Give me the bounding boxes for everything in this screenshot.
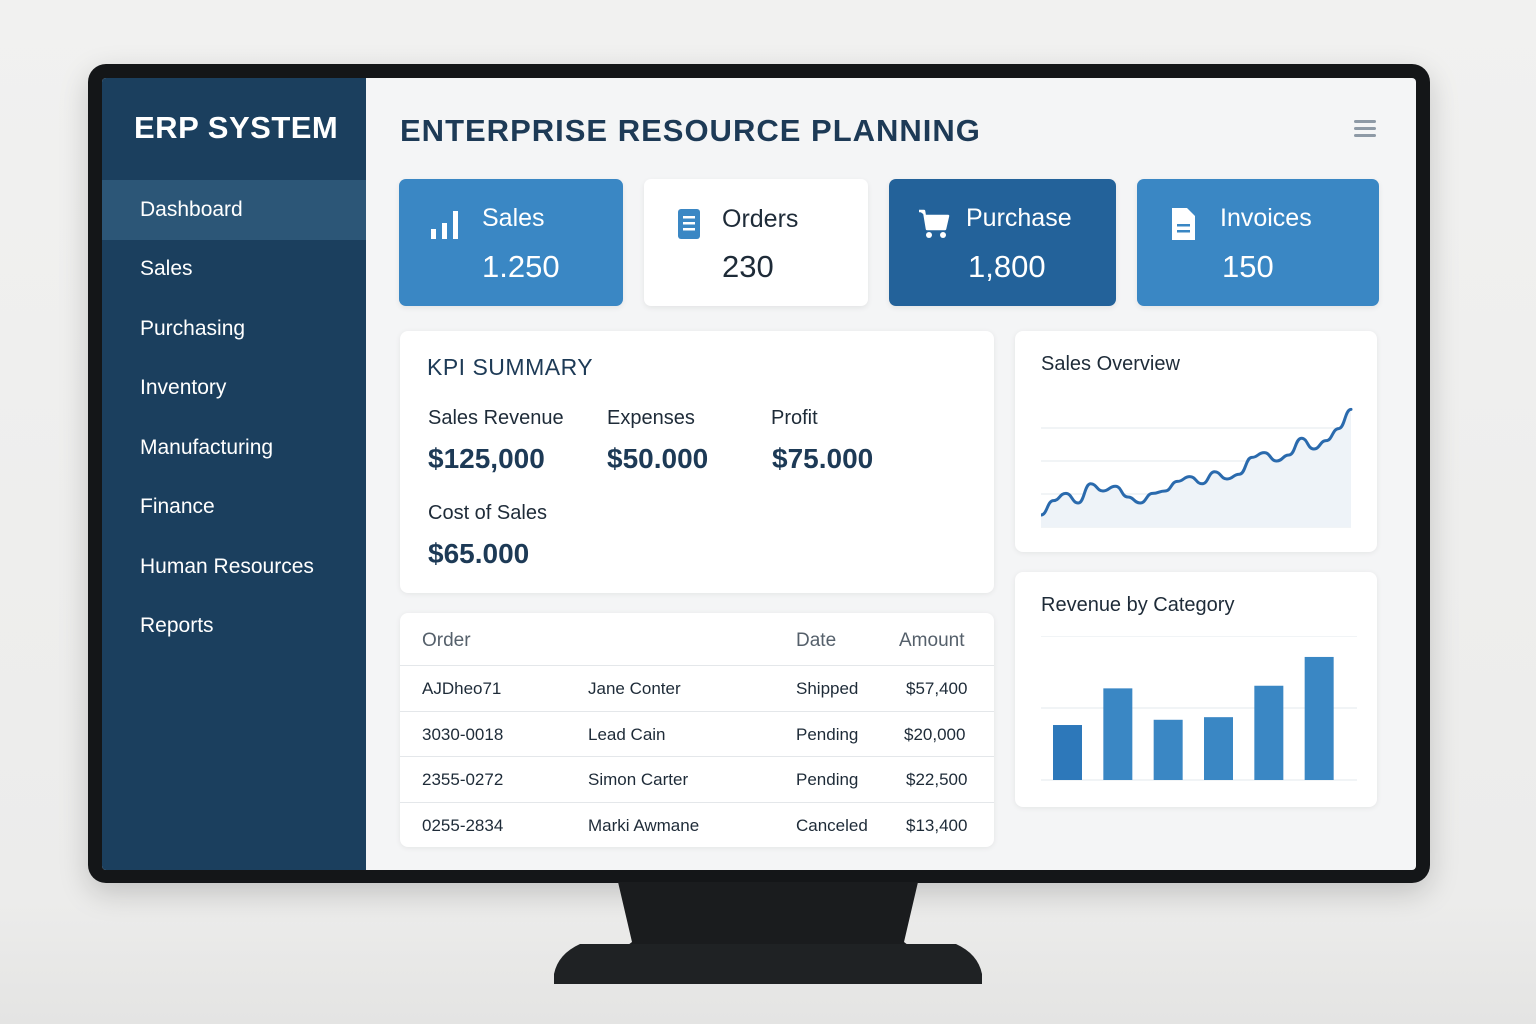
revenue-by-category-panel: Revenue by Category — [1015, 572, 1377, 807]
kpi-label-profit: Profit — [771, 407, 818, 429]
bar-chart-icon — [431, 211, 458, 239]
cell-order-id: AJDheo71 — [422, 679, 502, 698]
cell-order-id: 2355-0272 — [422, 770, 504, 789]
cell-status: Pending — [796, 724, 859, 744]
stat-value: 230 — [722, 249, 774, 284]
series-line — [1041, 407, 1353, 517]
stat-label: Orders — [722, 205, 799, 233]
cell-order-id: 3030-0018 — [422, 724, 504, 744]
cell-amount: $22,500 — [906, 770, 968, 789]
stat-value: 150 — [1222, 249, 1274, 284]
stat-value: 1,800 — [968, 249, 1046, 284]
table-header: Order Date Amount — [400, 613, 994, 665]
bar — [1103, 688, 1133, 780]
chart-title: Revenue by Category — [1041, 594, 1235, 616]
cell-customer: Lead Cain — [588, 724, 666, 744]
stat-label: Sales — [482, 204, 545, 232]
column-header-amount[interactable]: Amount — [899, 630, 965, 651]
kpi-value-cost-of-sales: $65.000 — [428, 538, 530, 569]
stat-card-sales[interactable]: Sales 1.250 — [399, 179, 623, 306]
kpi-label-sales-revenue: Sales Revenue — [428, 407, 564, 429]
kpi-summary-panel: KPI SUMMARY Sales Revenue $125,000 Expen… — [400, 331, 994, 593]
column-header-order[interactable]: Order — [422, 630, 471, 651]
document-list-icon — [678, 209, 700, 239]
column-header-date[interactable]: Date — [796, 630, 837, 651]
page-title: ENTERPRISE RESOURCE PLANNING — [400, 113, 981, 148]
cell-amount: $20,000 — [904, 724, 966, 744]
table-row[interactable]: 2355-0272 Simon Carter Pending $22,500 — [400, 756, 994, 803]
stat-label: Invoices — [1220, 204, 1312, 232]
cell-customer: Simon Carter — [588, 770, 689, 789]
brand-title: ERP SYSTEM — [134, 110, 339, 145]
invoice-icon — [1172, 208, 1195, 240]
kpi-value-sales-revenue: $125,000 — [428, 443, 545, 474]
cell-status: Shipped — [796, 679, 859, 698]
cell-order-id: 0255-2834 — [422, 815, 504, 835]
sidebar-item-finance[interactable]: Finance — [140, 495, 215, 519]
sidebar-item-manufacturing[interactable]: Manufacturing — [140, 435, 274, 459]
sidebar: ERP SYSTEM Dashboard Sales Purchasing In… — [102, 78, 366, 870]
bar — [1304, 656, 1334, 780]
sidebar-item-reports[interactable]: Reports — [140, 614, 214, 638]
cell-customer: Jane Conter — [588, 679, 681, 698]
sidebar-item-dashboard[interactable]: Dashboard — [102, 180, 366, 240]
sidebar-item-sales[interactable]: Sales — [140, 257, 193, 281]
stat-card-orders[interactable]: Orders 230 — [644, 179, 868, 306]
chart-title: Sales Overview — [1041, 353, 1180, 375]
stat-label: Purchase — [966, 204, 1072, 232]
kpi-value-profit: $75.000 — [772, 443, 874, 474]
bar — [1153, 719, 1183, 780]
sidebar-item-purchasing[interactable]: Purchasing — [140, 316, 246, 340]
revenue-by-category-chart — [1041, 636, 1357, 781]
kpi-value-expenses: $50.000 — [607, 443, 709, 474]
stat-value: 1.250 — [482, 249, 560, 284]
cell-amount: $57,400 — [906, 679, 968, 698]
bar — [1254, 685, 1284, 780]
table-row[interactable]: AJDheo71 Jane Conter Shipped $57,400 — [400, 665, 994, 712]
bar — [1204, 717, 1233, 780]
sidebar-nav: Dashboard Sales Purchasing Inventory Man… — [102, 180, 366, 656]
table-row[interactable]: 0255-2834 Marki Awmane Canceled $13,400 — [400, 801, 994, 849]
monitor-base — [554, 944, 982, 984]
stat-card-invoices[interactable]: Invoices 150 — [1137, 179, 1379, 306]
area-fill — [1041, 409, 1351, 527]
cell-status: Canceled — [796, 815, 868, 835]
screen: ERP SYSTEM Dashboard Sales Purchasing In… — [102, 78, 1416, 870]
cell-customer: Marki Awmane — [588, 815, 700, 835]
kpi-label-expenses: Expenses — [607, 407, 695, 429]
cell-status: Pending — [796, 770, 859, 789]
cart-icon — [919, 209, 950, 238]
stat-card-purchase[interactable]: Purchase 1,800 — [889, 179, 1116, 306]
cell-amount: $13,400 — [906, 815, 968, 835]
sales-overview-chart — [1041, 407, 1353, 528]
bar — [1053, 725, 1082, 780]
hamburger-menu-icon[interactable] — [1354, 120, 1376, 138]
sales-overview-panel: Sales Overview — [1015, 331, 1377, 552]
table-row[interactable]: 3030-0018 Lead Cain Pending $20,000 — [400, 710, 994, 758]
sidebar-item-inventory[interactable]: Inventory — [140, 376, 227, 400]
orders-table: Order Date Amount AJDheo71 Jane Conter S… — [400, 613, 994, 847]
kpi-title: KPI SUMMARY — [427, 354, 594, 380]
sidebar-item-human-resources[interactable]: Human Resources — [140, 554, 314, 578]
kpi-label-cost-of-sales: Cost of Sales — [428, 502, 547, 524]
